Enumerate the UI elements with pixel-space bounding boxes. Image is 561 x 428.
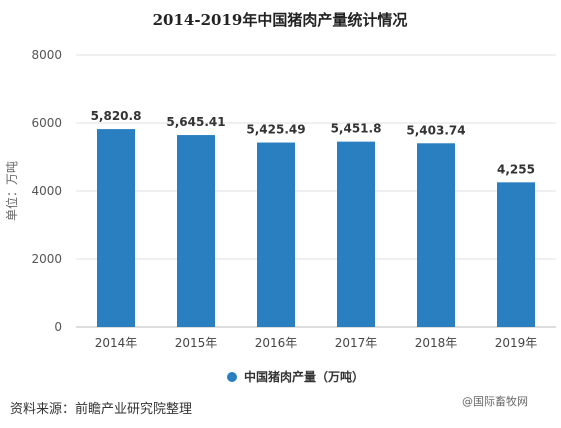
chart-title: 2014-2019年中国猪肉产量统计情况 [153,11,408,29]
source-note: 资料来源：前瞻产业研究院整理 [10,401,192,417]
y-tick-label: 2000 [31,252,62,266]
bars [97,129,535,327]
x-tick-label: 2015年 [175,336,218,350]
x-tick-label: 2014年 [95,336,138,350]
bar[interactable] [417,143,455,327]
x-tick-label: 2017年 [335,336,378,350]
watermark-text: @国际畜牧网 [462,394,528,408]
y-axis-label: 单位：万吨 [4,161,19,221]
gridlines [76,54,556,328]
bar[interactable] [497,182,535,327]
data-label: 5,425.49 [246,123,305,137]
data-label: 5,820.8 [91,109,142,123]
y-tick-label: 8000 [31,48,62,62]
bar[interactable] [177,135,215,327]
data-labels: 5,820.8 5,645.41 5,425.49 5,451.8 5,403.74 4,… [91,109,535,176]
y-tick-label: 6000 [31,116,62,130]
data-label: 4,255 [497,162,535,176]
bar[interactable] [97,129,135,327]
y-axis-ticks: 0 2000 4000 6000 8000 [31,48,62,334]
legend-label: 中国猪肉产量（万吨） [244,369,364,384]
x-axis-ticks: 2014年 2015年 2016年 2017年 2018年 2019年 [95,336,538,350]
data-label: 5,403.74 [406,123,465,137]
legend[interactable]: 中国猪肉产量（万吨） [227,369,364,384]
data-label: 5,451.8 [331,122,382,136]
data-label: 5,645.41 [166,115,225,129]
x-tick-label: 2019年 [495,336,538,350]
y-tick-label: 4000 [31,184,62,198]
x-tick-label: 2016年 [255,336,298,350]
x-tick-label: 2018年 [415,336,458,350]
bar[interactable] [337,141,375,327]
y-tick-label: 0 [54,320,62,334]
legend-marker [227,372,237,382]
bar[interactable] [257,142,295,327]
